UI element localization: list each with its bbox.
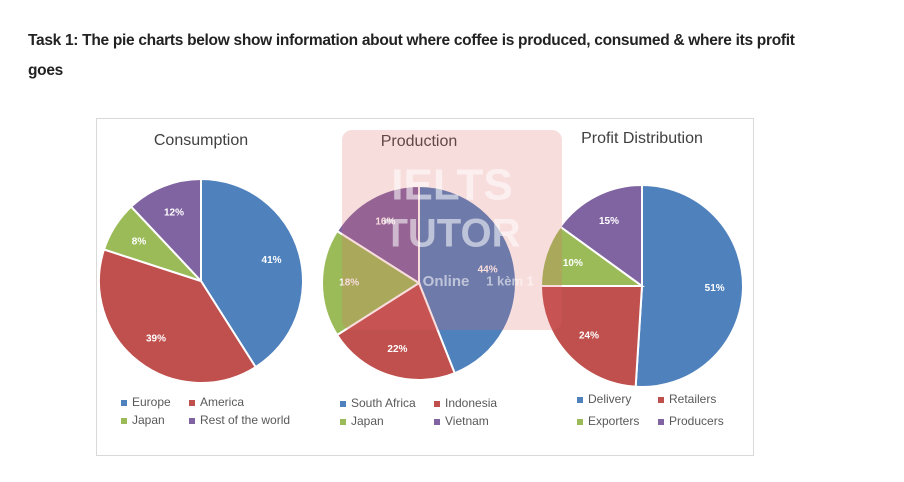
legend-marker — [189, 400, 195, 406]
pie-slice — [129, 177, 202, 284]
legend-label: Japan — [351, 414, 384, 428]
pie-slice — [539, 285, 644, 388]
data-label: 41% — [262, 255, 282, 266]
heading: Task 1: The pie charts below show inform… — [28, 32, 795, 79]
legend-label: America — [200, 395, 244, 409]
pie-slice — [321, 229, 421, 337]
chart-title: Profit Distribution — [581, 130, 703, 147]
legend-marker — [577, 397, 583, 403]
legend-marker — [577, 419, 583, 425]
legend-label: Indonesia — [445, 396, 497, 410]
data-label: 10% — [563, 258, 583, 269]
legend-label: Retailers — [669, 392, 716, 406]
pie-slice — [335, 184, 420, 285]
data-label: 18% — [339, 278, 359, 289]
data-label: 16% — [375, 216, 395, 227]
legend-label: Japan — [132, 413, 165, 427]
data-label: 39% — [146, 334, 166, 345]
data-label: 8% — [132, 236, 147, 247]
pie-slice — [335, 281, 457, 381]
watermark-text: 1 kèm 1 — [486, 273, 534, 288]
pie-slice — [98, 248, 258, 384]
data-label: 15% — [599, 216, 619, 227]
data-label: 12% — [164, 207, 184, 218]
legend-label: Producers — [669, 414, 724, 428]
legend-marker — [340, 401, 346, 407]
legend-marker — [121, 400, 127, 406]
watermark-box — [342, 130, 562, 330]
data-label: 22% — [387, 344, 407, 355]
legend-marker — [658, 397, 664, 403]
legend-marker — [434, 419, 440, 425]
watermark-text: IELTS — [391, 161, 512, 210]
data-label: 44% — [478, 265, 498, 276]
chart-title: Consumption — [154, 132, 248, 149]
data-label: 24% — [579, 330, 599, 341]
pie-slice — [418, 184, 517, 375]
watermark-text: TUTOR — [383, 212, 520, 256]
legend-marker — [189, 418, 195, 424]
data-label: 51% — [705, 283, 725, 294]
pie-slice — [634, 183, 744, 388]
watermark-text: Online — [423, 273, 470, 290]
legend-label: Exporters — [588, 414, 639, 428]
chart-title: Production — [381, 133, 458, 150]
legend-label: Delivery — [588, 392, 631, 406]
legend-label: Rest of the world — [200, 413, 290, 427]
pie-slice — [558, 183, 643, 288]
legend-marker — [121, 418, 127, 424]
legend-marker — [340, 419, 346, 425]
legend-label: Europe — [132, 395, 171, 409]
legend-label: South Africa — [351, 396, 416, 410]
legend-label: Vietnam — [445, 414, 489, 428]
legend-marker — [434, 401, 440, 407]
legend-marker — [658, 419, 664, 425]
